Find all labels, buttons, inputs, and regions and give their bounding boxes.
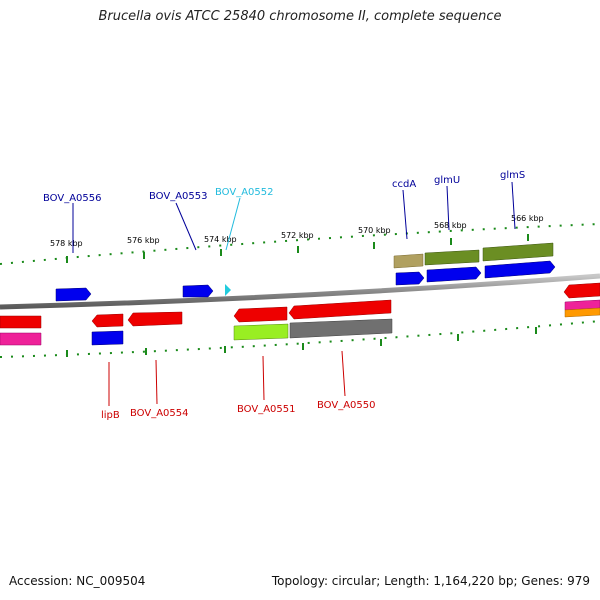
inner-scale — [0, 320, 600, 358]
tick-label-576: 576 kbp — [127, 236, 160, 245]
gene-box-right-edge-orange — [564, 307, 600, 318]
gene-label-bov-a0550: BOV_A0550 — [317, 400, 376, 411]
gene-label-bov-a0551: BOV_A0551 — [237, 404, 296, 415]
tick-label-566: 566 kbp — [511, 214, 544, 223]
tick-label-572: 572 kbp — [281, 231, 314, 240]
gene-arrow-glmu — [426, 266, 482, 283]
bottom-label-leaders — [108, 350, 346, 406]
tick-label-568: 568 kbp — [434, 221, 467, 230]
gene-label-bov-a0554: BOV_A0554 — [130, 408, 189, 419]
chromosome-backbone — [0, 273, 600, 310]
outer-scale: 578 kbp 576 kbp 574 kbp 572 kbp 570 kbp … — [0, 214, 600, 265]
gene-box-glms-olive — [482, 242, 554, 262]
gene-arrow-left-edge-red — [0, 315, 42, 329]
gene-label-glmu: glmU — [434, 175, 460, 186]
gene-box-right-edge-magenta — [564, 299, 600, 311]
gene-box-ccda-khaki — [393, 253, 424, 269]
tick-label-574: 574 kbp — [204, 235, 237, 244]
gene-arrow-bov-a0550 — [288, 299, 392, 320]
gene-arrow-bov-a0556 — [55, 287, 92, 302]
gene-label-lipb: lipB — [101, 410, 120, 421]
forward-strand-genes — [55, 242, 556, 302]
gene-box-glmu-olive — [424, 249, 480, 266]
gene-box-bov-a0550-grey — [289, 318, 393, 339]
gene-arrow-right-edge-red — [563, 282, 600, 299]
tick-label-578: 578 kbp — [50, 239, 83, 248]
map-title: Brucella ovis ATCC 25840 chromosome II, … — [98, 9, 502, 24]
gene-arrow-bov-a0554 — [127, 311, 183, 327]
gene-arrow-glms — [484, 260, 556, 279]
reverse-strand-genes — [0, 282, 600, 346]
bottom-gene-labels: lipB BOV_A0554 BOV_A0551 BOV_A0550 — [101, 400, 376, 421]
top-gene-labels: BOV_A0556 BOV_A0553 BOV_A0552 ccdA glmU … — [43, 170, 525, 204]
gene-label-glms: glmS — [500, 170, 525, 181]
tick-label-570: 570 kbp — [358, 226, 391, 235]
gene-arrow-lipb — [91, 313, 124, 328]
accession-text: Accession: NC_009504 — [9, 574, 146, 588]
topology-summary: Topology: circular; Length: 1,164,220 bp… — [271, 574, 590, 588]
gene-box-lipb-blue — [91, 330, 124, 346]
gene-label-ccda: ccdA — [392, 179, 416, 190]
gene-label-bov-a0552: BOV_A0552 — [215, 187, 274, 198]
gene-arrow-bov-a0552 — [225, 284, 231, 296]
gene-label-bov-a0556: BOV_A0556 — [43, 193, 102, 204]
gene-arrow-bov-a0551 — [233, 306, 288, 323]
gene-label-bov-a0553: BOV_A0553 — [149, 191, 208, 202]
gene-box-left-edge-magenta — [0, 332, 42, 346]
gene-box-bov-a0551-lime — [233, 323, 289, 341]
gene-arrow-bov-a0553 — [182, 284, 214, 298]
gene-arrow-ccda — [395, 271, 425, 286]
top-label-leaders — [72, 181, 516, 253]
